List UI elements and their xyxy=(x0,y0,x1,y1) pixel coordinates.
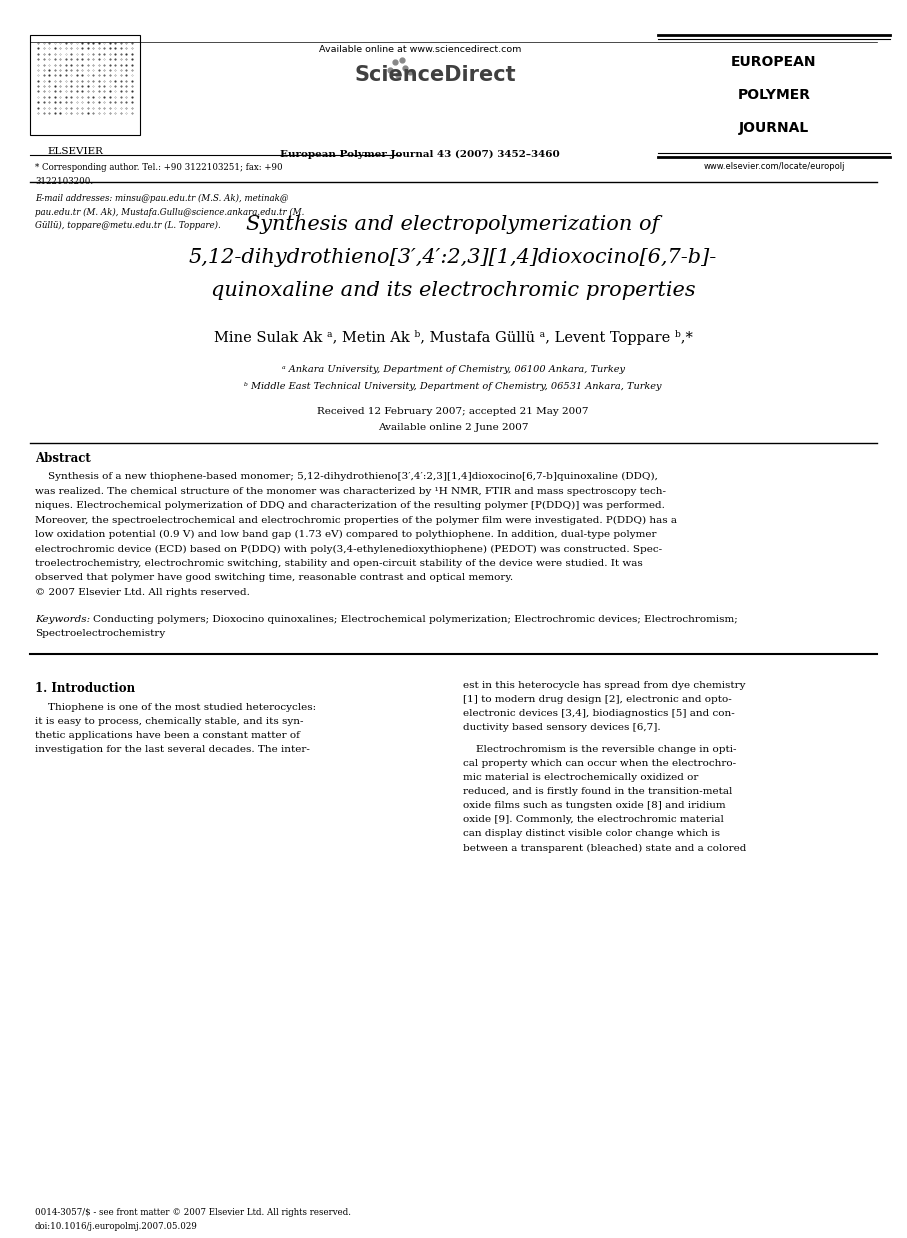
Text: Received 12 February 2007; accepted 21 May 2007: Received 12 February 2007; accepted 21 M… xyxy=(317,407,589,416)
Text: Thiophene is one of the most studied heterocycles:: Thiophene is one of the most studied het… xyxy=(35,703,317,713)
Text: it is easy to process, chemically stable, and its syn-: it is easy to process, chemically stable… xyxy=(35,718,304,727)
Text: reduced, and is firstly found in the transition-metal: reduced, and is firstly found in the tra… xyxy=(463,787,732,796)
Text: © 2007 Elsevier Ltd. All rights reserved.: © 2007 Elsevier Ltd. All rights reserved… xyxy=(35,588,249,597)
Text: ᵇ Middle East Technical University, Department of Chemistry, 06531 Ankara, Turke: ᵇ Middle East Technical University, Depa… xyxy=(244,383,662,391)
Text: European Polymer Journal 43 (2007) 3452–3460: European Polymer Journal 43 (2007) 3452–… xyxy=(280,150,560,160)
Text: low oxidation potential (0.9 V) and low band gap (1.73 eV) compared to polythiop: low oxidation potential (0.9 V) and low … xyxy=(35,530,657,539)
Text: Available online 2 June 2007: Available online 2 June 2007 xyxy=(377,423,528,432)
Text: * Corresponding author. Tel.: +90 3122103251; fax: +90: * Corresponding author. Tel.: +90 312210… xyxy=(35,163,283,172)
Bar xyxy=(30,35,140,135)
Text: ductivity based sensory devices [6,7].: ductivity based sensory devices [6,7]. xyxy=(463,723,660,733)
Text: oxide films such as tungsten oxide [8] and iridium: oxide films such as tungsten oxide [8] a… xyxy=(463,801,726,811)
Text: mic material is electrochemically oxidized or: mic material is electrochemically oxidiz… xyxy=(463,774,698,782)
Text: troelectrochemistry, electrochromic switching, stability and open-circuit stabil: troelectrochemistry, electrochromic swit… xyxy=(35,560,643,568)
Text: Moreover, the spectroelectrochemical and electrochromic properties of the polyme: Moreover, the spectroelectrochemical and… xyxy=(35,515,677,525)
Text: pau.edu.tr (M. Ak), Mustafa.Gullu@science.ankara.edu.tr (M.: pau.edu.tr (M. Ak), Mustafa.Gullu@scienc… xyxy=(35,208,305,217)
Text: E-mail addresses: minsu@pau.edu.tr (M.S. Ak), metinak@: E-mail addresses: minsu@pau.edu.tr (M.S.… xyxy=(35,194,288,203)
Text: est in this heterocycle has spread from dye chemistry: est in this heterocycle has spread from … xyxy=(463,681,746,691)
Text: Mine Sulak Ak ᵃ, Metin Ak ᵇ, Mustafa Güllü ᵃ, Levent Toppare ᵇ,*: Mine Sulak Ak ᵃ, Metin Ak ᵇ, Mustafa Gül… xyxy=(213,331,692,345)
Text: Abstract: Abstract xyxy=(35,452,91,465)
Text: thetic applications have been a constant matter of: thetic applications have been a constant… xyxy=(35,732,300,740)
Text: Available online at www.sciencedirect.com: Available online at www.sciencedirect.co… xyxy=(319,45,522,54)
Text: ScienceDirect: ScienceDirect xyxy=(355,66,516,85)
Text: Spectroelectrochemistry: Spectroelectrochemistry xyxy=(35,629,165,638)
Text: EUROPEAN: EUROPEAN xyxy=(731,54,816,69)
Text: POLYMER: POLYMER xyxy=(737,88,811,102)
Text: ELSEVIER: ELSEVIER xyxy=(47,147,102,156)
Text: Synthesis and electropolymerization of: Synthesis and electropolymerization of xyxy=(247,215,659,234)
Text: Conducting polymers; Dioxocino quinoxalines; Electrochemical polymerization; Ele: Conducting polymers; Dioxocino quinoxali… xyxy=(93,614,737,624)
Text: quinoxaline and its electrochromic properties: quinoxaline and its electrochromic prope… xyxy=(210,281,696,300)
Text: niques. Electrochemical polymerization of DDQ and characterization of the result: niques. Electrochemical polymerization o… xyxy=(35,501,665,510)
Text: was realized. The chemical structure of the monomer was characterized by ¹H NMR,: was realized. The chemical structure of … xyxy=(35,487,666,495)
Text: Keywords:: Keywords: xyxy=(35,614,97,624)
Text: can display distinct visible color change which is: can display distinct visible color chang… xyxy=(463,829,720,838)
Text: JOURNAL: JOURNAL xyxy=(739,121,809,135)
Text: oxide [9]. Commonly, the electrochromic material: oxide [9]. Commonly, the electrochromic … xyxy=(463,816,724,825)
Text: ᵃ Ankara University, Department of Chemistry, 06100 Ankara, Turkey: ᵃ Ankara University, Department of Chemi… xyxy=(281,365,625,374)
Text: www.elsevier.com/locate/europolj: www.elsevier.com/locate/europolj xyxy=(703,162,844,171)
Text: 1. Introduction: 1. Introduction xyxy=(35,681,135,695)
Text: 5,12-dihydrothieno[3′,4′:2,3][1,4]dioxocino[6,7-b]-: 5,12-dihydrothieno[3′,4′:2,3][1,4]dioxoc… xyxy=(189,248,717,267)
Text: cal property which can occur when the electrochro-: cal property which can occur when the el… xyxy=(463,759,736,769)
Text: 0014-3057/$ - see front matter © 2007 Elsevier Ltd. All rights reserved.: 0014-3057/$ - see front matter © 2007 El… xyxy=(35,1208,351,1217)
Text: Güllü), toppare@metu.edu.tr (L. Toppare).: Güllü), toppare@metu.edu.tr (L. Toppare)… xyxy=(35,222,220,230)
Text: observed that polymer have good switching time, reasonable contrast and optical : observed that polymer have good switchin… xyxy=(35,573,513,583)
Text: investigation for the last several decades. The inter-: investigation for the last several decad… xyxy=(35,745,310,754)
Text: electronic devices [3,4], biodiagnostics [5] and con-: electronic devices [3,4], biodiagnostics… xyxy=(463,709,735,718)
Text: doi:10.1016/j.europolmj.2007.05.029: doi:10.1016/j.europolmj.2007.05.029 xyxy=(35,1222,198,1231)
Text: electrochromic device (ECD) based on P(DDQ) with poly(3,4-ethylenedioxythiophene: electrochromic device (ECD) based on P(D… xyxy=(35,545,662,553)
Text: Synthesis of a new thiophene-based monomer; 5,12-dihydrothieno[3′,4′:2,3][1,4]di: Synthesis of a new thiophene-based monom… xyxy=(35,472,658,482)
Text: between a transparent (bleached) state and a colored: between a transparent (bleached) state a… xyxy=(463,843,746,853)
Text: 3122103200.: 3122103200. xyxy=(35,177,93,186)
Text: [1] to modern drug design [2], electronic and opto-: [1] to modern drug design [2], electroni… xyxy=(463,696,732,704)
Text: Electrochromism is the reversible change in opti-: Electrochromism is the reversible change… xyxy=(463,745,736,754)
